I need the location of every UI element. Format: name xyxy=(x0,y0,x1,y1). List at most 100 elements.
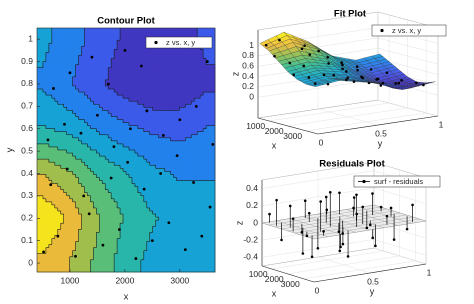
contour-fill xyxy=(206,116,210,120)
contour-fill xyxy=(206,146,210,151)
contour-fill xyxy=(203,55,207,59)
contour-fill xyxy=(176,226,180,230)
contour-fill xyxy=(57,40,62,44)
contour-fill xyxy=(155,107,160,111)
contour-fill xyxy=(176,217,180,221)
contour-fill xyxy=(72,98,76,102)
contour-fill xyxy=(194,85,198,90)
contour-fill xyxy=(111,67,115,72)
contour-fill xyxy=(84,49,88,53)
contour-fill xyxy=(161,180,165,184)
contour-fill xyxy=(152,137,157,142)
contour-fill xyxy=(78,232,82,236)
contour-fill xyxy=(69,241,73,245)
contour-fill xyxy=(167,82,171,87)
contour-fill xyxy=(84,101,88,105)
contour-fill xyxy=(114,256,118,261)
contour-fill xyxy=(48,165,53,169)
contour-fill xyxy=(185,49,189,53)
contour-fill xyxy=(155,186,160,191)
contour-fill xyxy=(111,168,115,172)
contour-fill xyxy=(123,61,127,65)
contour-fill xyxy=(155,192,160,197)
contour-fill xyxy=(108,37,112,41)
contour-fill xyxy=(173,259,177,264)
contour-fill xyxy=(72,162,76,166)
contour-fill xyxy=(54,79,59,84)
contour-fill xyxy=(155,92,160,96)
contour-fill xyxy=(63,76,68,81)
contour-fill xyxy=(120,70,124,75)
contour-fill xyxy=(48,98,53,102)
contour-fill xyxy=(126,101,130,105)
contour-fill xyxy=(45,98,50,102)
contour-fill xyxy=(126,70,130,75)
contour-fill xyxy=(176,183,180,187)
contour-fill xyxy=(182,211,186,215)
contour-fill xyxy=(182,259,186,264)
contour-fill xyxy=(42,262,47,267)
contour-fill xyxy=(176,122,180,126)
contour-fill xyxy=(167,247,171,252)
contour-fill xyxy=(108,34,112,38)
contour-fill xyxy=(117,207,121,212)
contour-fill xyxy=(120,92,124,96)
contour-fill xyxy=(117,226,121,230)
contour-fill xyxy=(188,92,192,96)
contour-fill xyxy=(96,116,100,120)
contour-fill xyxy=(108,235,112,239)
contour-fill xyxy=(170,82,174,87)
contour-fill xyxy=(84,150,88,154)
contour-fill xyxy=(167,49,171,53)
contour-fill xyxy=(149,156,154,160)
contour-fill xyxy=(137,241,142,245)
contour-fill xyxy=(45,211,50,215)
contour-fill xyxy=(140,268,145,273)
contour-fill xyxy=(137,28,142,32)
contour-fill xyxy=(197,140,201,145)
contour-fill xyxy=(182,183,186,187)
contour-fill xyxy=(128,235,133,239)
contour-fill xyxy=(105,28,109,32)
contour-fill xyxy=(105,64,109,69)
contour-fill xyxy=(158,253,162,258)
contour-fill xyxy=(164,165,168,169)
contour-fill xyxy=(81,28,85,32)
contour-fill xyxy=(179,159,183,163)
contour-fill xyxy=(149,253,154,258)
contour-fill xyxy=(143,61,148,65)
contour-fill xyxy=(176,125,180,130)
contour-fill xyxy=(117,40,121,44)
contour-fill xyxy=(54,244,59,248)
contour-fill xyxy=(123,40,127,44)
contour-fill xyxy=(197,180,201,184)
contour-fill xyxy=(84,259,88,264)
contour-fill xyxy=(96,89,100,93)
contour-fill xyxy=(78,61,82,65)
contour-fill xyxy=(212,247,216,252)
contour-fill xyxy=(123,46,127,50)
contour-fill xyxy=(185,52,189,56)
contour-fill xyxy=(188,156,192,160)
contour-fill xyxy=(164,104,168,108)
contour-fill xyxy=(81,207,85,212)
contour-fill xyxy=(78,253,82,258)
contour-fill xyxy=(182,195,186,200)
contour-fill xyxy=(126,159,130,163)
contour-fill xyxy=(128,76,133,81)
contour-fill xyxy=(99,171,103,175)
contour-fill xyxy=(102,104,106,108)
contour-fill xyxy=(170,214,174,218)
contour-fill xyxy=(167,28,171,32)
contour-fill xyxy=(114,217,118,221)
contour-fill xyxy=(117,46,121,50)
contour-fill xyxy=(87,46,91,50)
contour-fill xyxy=(143,98,148,102)
contour-fill xyxy=(155,211,160,215)
contour-fill xyxy=(51,125,56,130)
contour-fill xyxy=(90,70,94,75)
contour-fill xyxy=(158,177,162,181)
contour-fill xyxy=(191,198,195,203)
contour-fill xyxy=(63,150,68,154)
contour-fill xyxy=(75,217,79,221)
